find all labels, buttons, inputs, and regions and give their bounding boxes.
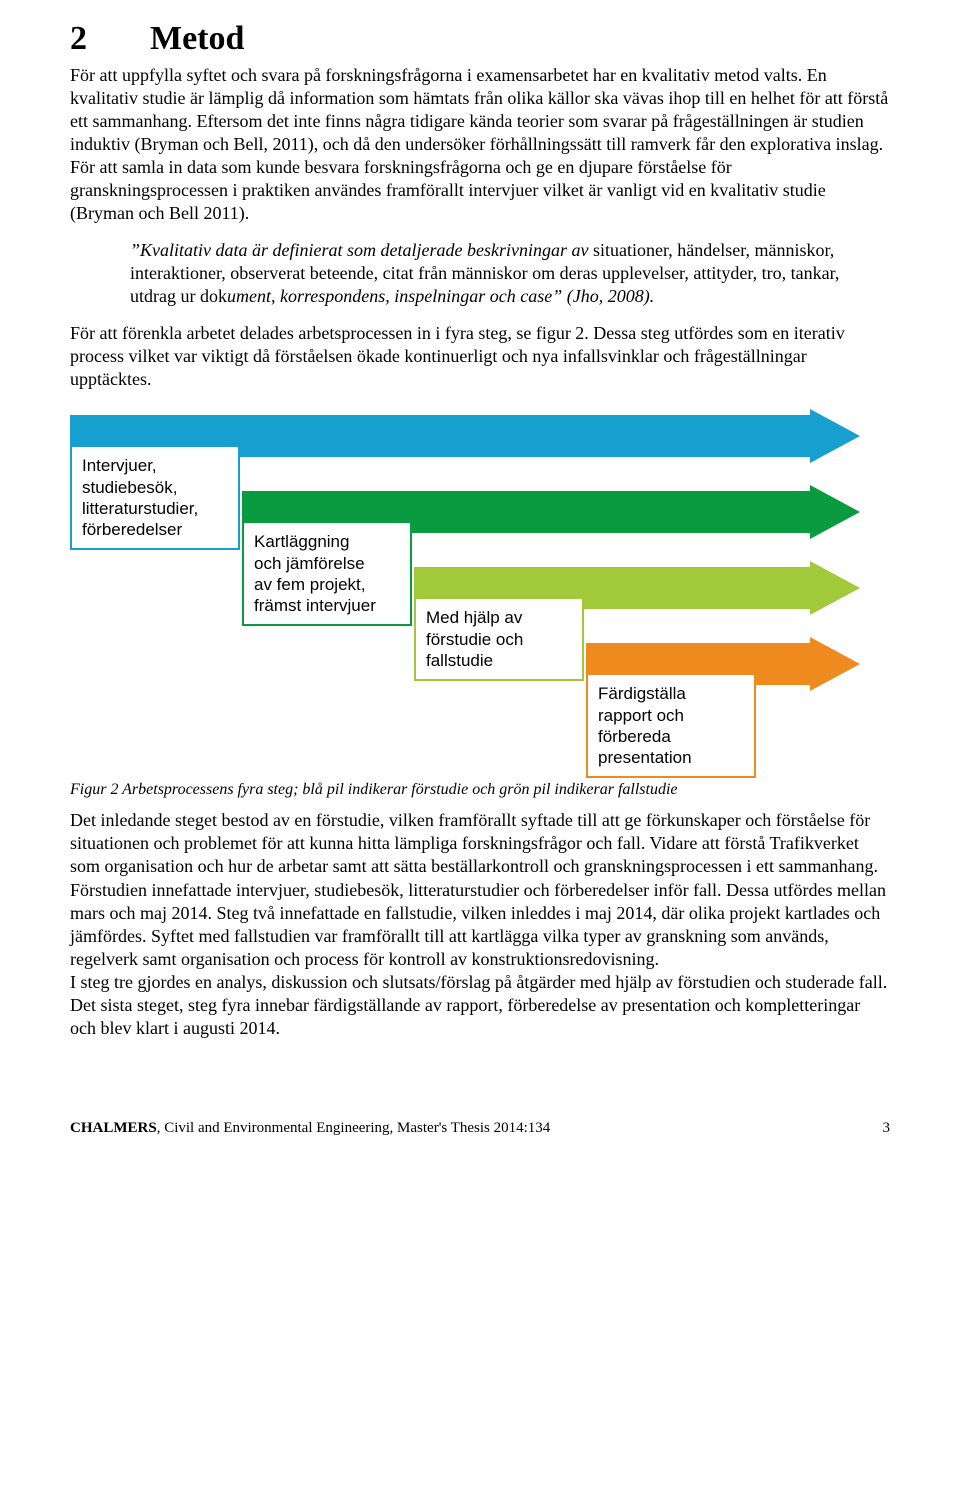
block-quote: ”Kvalitativ data är definierat som detal… (130, 239, 890, 308)
paragraph-3: Det inledande steget bestod av en förstu… (70, 809, 890, 1039)
stage-label-4: Färdigställa rapport och förbereda prese… (586, 673, 756, 778)
section-heading: 2Metod (70, 20, 890, 58)
footer-chalmers: CHALMERS (70, 1120, 157, 1136)
quote-lead: ”Kvalitativ data är definierat som detal… (130, 240, 593, 260)
page-footer: CHALMERS, Civil and Environmental Engine… (70, 1120, 890, 1137)
paragraph-1: För att uppfylla syftet och svara på for… (70, 64, 890, 225)
stage-label-2: Kartläggning och jämförelse av fem proje… (242, 521, 412, 626)
section-title: Metod (150, 20, 244, 57)
stage-label-1: Intervjuer, studiebesök, litteraturstudi… (70, 445, 240, 550)
footer-rest: , Civil and Environmental Engineering, M… (157, 1120, 551, 1136)
paragraph-2: För att förenkla arbetet delades arbetsp… (70, 322, 890, 391)
section-number: 2 (70, 20, 150, 58)
stage-label-3: Med hjälp av förstudie och fallstudie (414, 597, 584, 681)
page-number: 3 (883, 1120, 891, 1137)
process-diagram: Intervjuer, studiebesök, litteraturstudi… (70, 405, 890, 775)
quote-tail: ument, korrespondens, inspelningar och c… (227, 286, 654, 306)
figure-caption: Figur 2 Arbetsprocessens fyra steg; blå … (70, 781, 890, 799)
